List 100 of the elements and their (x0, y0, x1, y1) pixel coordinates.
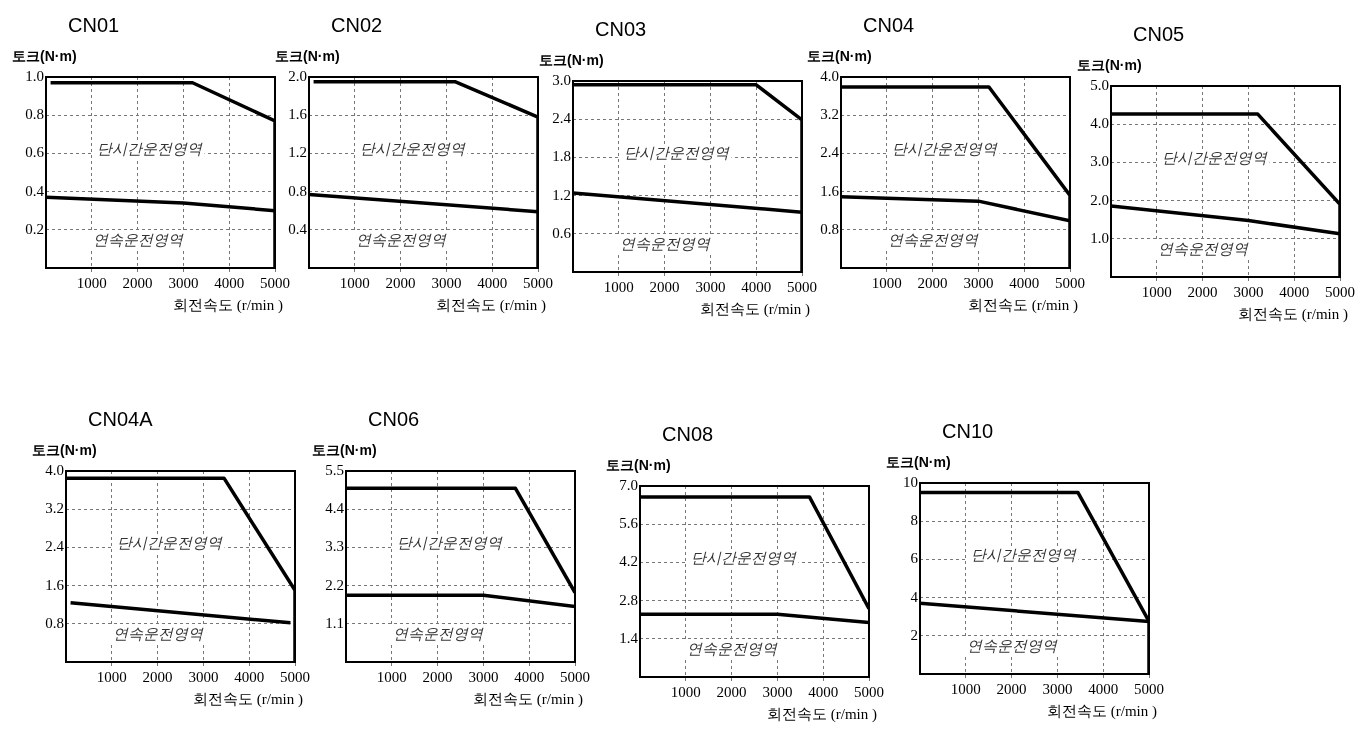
y-axis-title: 토크(N·m) (32, 442, 97, 460)
y-tick-label: 4 (910, 588, 919, 605)
x-tick-label: 3000 (468, 668, 499, 685)
chart-title: CN02 (331, 14, 383, 37)
y-tick-label: 1.6 (820, 182, 840, 199)
y-tick-label: 2.4 (552, 110, 572, 127)
x-tick-label: 5000 (1055, 274, 1085, 291)
x-tick-label: 2000 (716, 683, 747, 700)
x-tick-label: 2000 (122, 274, 153, 291)
x-tick-label: 1000 (871, 274, 902, 291)
y-axis-title: 토크(N·m) (807, 48, 872, 66)
x-tick-label: 4000 (477, 274, 508, 291)
annotation: 연속운전영역 (966, 637, 1058, 655)
y-tick-label: 0.8 (288, 182, 307, 199)
chart-title: CN01 (68, 14, 120, 37)
y-tick-label: 2 (910, 626, 918, 643)
annotation: 연속운전영역 (887, 231, 979, 249)
annotation: 연속운전영역 (392, 625, 484, 643)
x-tick-label: 3000 (963, 274, 994, 291)
y-tick-label: 0.8 (820, 220, 839, 237)
x-tick-label: 5000 (854, 683, 884, 700)
y-tick-label: 3.3 (325, 538, 344, 555)
y-axis-title: 토크(N·m) (12, 48, 77, 66)
y-tick-label: 4.0 (1090, 115, 1109, 132)
y-tick-label: 5.0 (1090, 76, 1109, 93)
y-tick-label: 3.2 (820, 106, 839, 123)
y-tick-label: 8 (910, 512, 918, 529)
x-tick-label: 1000 (603, 278, 634, 295)
x-tick-label: 5000 (1325, 283, 1355, 300)
x-tick-label: 3000 (762, 683, 793, 700)
y-axis-title: 토크(N·m) (312, 442, 377, 460)
x-tick-label: 2000 (422, 668, 453, 685)
y-tick-label: 4.0 (820, 67, 839, 84)
annotation: 단시간운전영역 (1161, 148, 1268, 166)
annotation: 연속운전영역 (92, 231, 184, 249)
x-tick-label: 1000 (950, 680, 981, 697)
y-tick-label: 4.0 (45, 461, 64, 478)
y-tick-label: 1.2 (552, 186, 571, 203)
y-axis-title: 토크(N·m) (886, 454, 951, 472)
y-axis-title: 토크(N·m) (606, 457, 671, 475)
x-tick-label: 3000 (1233, 283, 1264, 300)
y-tick-label: 2.4 (820, 144, 840, 161)
y-tick-label: 0.8 (45, 614, 64, 631)
x-axis-title: 회전속도 (r/min ) (1238, 305, 1348, 324)
chart-title: CN04A (88, 408, 153, 431)
x-tick-label: 1000 (76, 274, 107, 291)
x-axis-title: 회전속도 (r/min ) (700, 300, 810, 319)
y-tick-label: 1.0 (25, 67, 44, 84)
annotation: 연속운전영역 (112, 625, 204, 643)
x-tick-label: 2000 (917, 274, 948, 291)
chart-title: CN08 (662, 423, 714, 446)
x-tick-label: 3000 (1042, 680, 1073, 697)
x-axis-title: 회전속도 (r/min ) (1047, 702, 1157, 721)
x-tick-label: 5000 (260, 274, 290, 291)
y-tick-label: 1.6 (45, 576, 65, 593)
annotation: 연속운전영역 (355, 231, 447, 249)
y-axis-title: 토크(N·m) (539, 52, 604, 70)
x-tick-label: 4000 (1279, 283, 1310, 300)
y-tick-label: 0.8 (25, 106, 44, 123)
x-tick-label: 3000 (188, 668, 219, 685)
x-tick-label: 2000 (1187, 283, 1218, 300)
y-tick-label: 3.2 (45, 500, 64, 517)
x-tick-label: 3000 (168, 274, 199, 291)
chart-title: CN05 (1133, 23, 1185, 46)
annotation: 단시간운전영역 (891, 139, 998, 157)
y-tick-label: 2.0 (288, 67, 307, 84)
x-tick-label: 3000 (431, 274, 462, 291)
y-axis-title: 토크(N·m) (275, 48, 340, 66)
x-tick-label: 3000 (695, 278, 726, 295)
x-tick-label: 4000 (1088, 680, 1119, 697)
y-tick-label: 0.4 (25, 182, 45, 199)
x-tick-label: 5000 (523, 274, 553, 291)
x-tick-label: 1000 (376, 668, 407, 685)
x-tick-label: 4000 (1009, 274, 1040, 291)
y-tick-label: 0.6 (552, 224, 572, 241)
y-tick-label: 1.0 (1090, 229, 1109, 246)
chart-title: CN03 (595, 18, 647, 41)
y-tick-label: 7.0 (619, 476, 638, 493)
x-axis-title: 회전속도 (r/min ) (193, 690, 303, 709)
x-tick-label: 2000 (996, 680, 1027, 697)
x-axis-title: 회전속도 (r/min ) (173, 296, 283, 315)
x-tick-label: 1000 (96, 668, 127, 685)
x-tick-label: 2000 (385, 274, 416, 291)
y-tick-label: 2.0 (1090, 191, 1109, 208)
chart-title: CN04 (863, 14, 915, 37)
annotation: 단시간운전영역 (359, 139, 466, 157)
x-tick-label: 4000 (214, 274, 245, 291)
annotation: 연속운전영역 (686, 640, 778, 658)
y-tick-label: 1.8 (552, 148, 571, 165)
annotation: 단시간운전영역 (690, 548, 797, 566)
x-axis-title: 회전속도 (r/min ) (436, 296, 546, 315)
x-tick-label: 1000 (1141, 283, 1172, 300)
y-tick-label: 0.2 (25, 220, 44, 237)
y-tick-label: 1.1 (325, 614, 344, 631)
y-tick-label: 2.4 (45, 538, 65, 555)
y-tick-label: 5.5 (325, 461, 344, 478)
annotation: 단시간운전영역 (96, 139, 203, 157)
y-tick-label: 2.8 (619, 591, 638, 608)
y-tick-label: 1.6 (288, 106, 308, 123)
x-tick-label: 5000 (560, 668, 590, 685)
